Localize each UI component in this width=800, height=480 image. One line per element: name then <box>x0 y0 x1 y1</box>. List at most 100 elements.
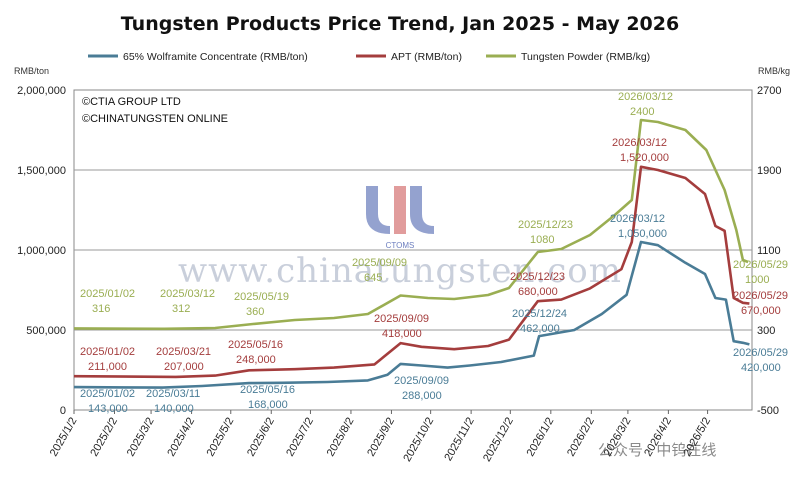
annotation-value: 1,520,000 <box>620 152 669 164</box>
annotation-date: 2025/03/11 <box>146 388 200 400</box>
annotation-value: 680,000 <box>518 286 558 298</box>
x-axis-ticks: 2025/1/2 2025/2/2 2025/3/2 2025/4/2 2025/5/2… <box>48 410 713 464</box>
annotation-date: 2025/01/02 <box>80 388 135 400</box>
annotation-label: 2025/05/16 248,000 <box>228 339 283 366</box>
annotation-date: 2025/05/16 <box>240 384 295 396</box>
annotation-value: 2400 <box>630 106 654 118</box>
annotation-value: 168,000 <box>248 399 288 411</box>
y-right-tick-label: -500 <box>757 405 779 417</box>
x-tick-label: 2025/12/2 <box>481 416 516 464</box>
left-axis-unit: RMB/ton <box>14 66 49 76</box>
annotation-label: 2025/01/02 143,000 <box>80 388 135 415</box>
x-tick-label: 2025/1/2 <box>48 416 80 459</box>
y-right-tick-label: 2700 <box>757 85 781 97</box>
annotation-value: 1,050,000 <box>618 228 667 240</box>
annotation-value: 288,000 <box>402 390 442 402</box>
annotation-label: 2025/09/09 645 <box>352 257 407 284</box>
annotation-value: 360 <box>246 306 264 318</box>
legend: 65% Wolframite Concentrate (RMB/ton) APT … <box>88 51 650 63</box>
logo-text: CTOMS <box>386 241 415 250</box>
watermark-url: www.chinatungsten.com <box>178 251 622 291</box>
annotation-value: 143,000 <box>88 403 128 415</box>
series-line-0 <box>73 240 750 389</box>
annotation-value: 1080 <box>530 234 554 246</box>
annotation-date: 2025/01/02 <box>80 346 135 358</box>
annotation-label: 2025/12/23 680,000 <box>510 271 565 298</box>
annotation-value: 670,000 <box>741 305 781 317</box>
annotation-value: 645 <box>364 272 382 284</box>
annotation-date: 2026/05/29 <box>733 347 788 359</box>
legend-item-1: APT (RMB/ton) <box>356 51 462 63</box>
annotation-label: 2026/05/29 420,000 <box>733 347 788 374</box>
chart-title: Tungsten Products Price Trend, Jan 2025 … <box>121 13 679 35</box>
annotation-label: 2025/05/16 168,000 <box>240 384 295 411</box>
annotation-label: 2026/03/12 1,520,000 <box>612 137 669 164</box>
legend-item-0: 65% Wolframite Concentrate (RMB/ton) <box>88 51 308 63</box>
y-right-tick-label: 300 <box>757 325 775 337</box>
x-tick-label: 2025/5/2 <box>205 416 237 459</box>
legend-label: APT (RMB/ton) <box>391 51 462 63</box>
annotation-date: 2025/12/23 <box>518 219 573 231</box>
x-tick-label: 2025/9/2 <box>365 416 397 459</box>
annotation-label: 2025/03/21 207,000 <box>156 346 211 373</box>
x-tick-label: 2025/6/2 <box>245 416 277 459</box>
annotation-label: 2025/09/09 288,000 <box>394 375 449 402</box>
y-right-tick-label: 1900 <box>757 165 781 177</box>
x-tick-label: 2026/2/2 <box>565 416 597 459</box>
annotation-date: 2025/01/02 <box>80 288 135 300</box>
annotation-label: 2026/03/12 1,050,000 <box>610 213 667 240</box>
annotation-date: 2026/05/29 <box>733 290 788 302</box>
annotation-date: 2026/03/12 <box>610 213 665 225</box>
y-left-tick-label: 2,000,000 <box>17 85 66 97</box>
ctoms-logo: CTOMS <box>366 186 434 250</box>
legend-item-2: Tungsten Powder (RMB/kg) <box>486 51 650 63</box>
annotation-date: 2025/03/12 <box>160 288 215 300</box>
x-tick-label: 2025/3/2 <box>125 416 157 459</box>
annotations: 2025/01/02 316 2025/03/12 312 2025/05/19 360 2… <box>80 91 788 415</box>
series-line-2 <box>73 118 749 331</box>
annotation-label: 2025/03/11 140,000 <box>146 388 200 415</box>
annotation-value: 1000 <box>745 274 769 286</box>
annotation-value: 211,000 <box>88 361 127 373</box>
annotation-date: 2026/03/12 <box>612 137 667 149</box>
x-tick-label: 2025/7/2 <box>284 416 316 459</box>
copyright-line-1: ©CTIA GROUP LTD <box>82 96 181 108</box>
annotation-label: 2025/12/24 462,000 <box>512 308 567 335</box>
annotation-date: 2026/05/29 <box>733 259 788 271</box>
x-tick-label: 2025/4/2 <box>165 416 197 459</box>
x-tick-label: 2025/11/2 <box>442 416 476 464</box>
right-axis-unit: RMB/kg <box>758 66 790 76</box>
annotation-date: 2025/05/16 <box>228 339 283 351</box>
annotation-date: 2025/09/09 <box>374 313 429 325</box>
y-left-tick-label: 1,000,000 <box>17 245 66 257</box>
annotation-label: 2025/12/23 1080 <box>518 219 573 246</box>
annotation-date: 2025/09/09 <box>352 257 407 269</box>
annotation-label: 2025/01/02 211,000 <box>80 346 135 373</box>
annotation-label: 2026/03/12 2400 <box>618 91 673 118</box>
x-tick-label: 2025/8/2 <box>325 416 357 459</box>
series-lines <box>73 118 750 389</box>
series-line-1 <box>73 165 750 379</box>
legend-label: Tungsten Powder (RMB/kg) <box>521 51 650 63</box>
annotation-value: 316 <box>92 303 110 315</box>
annotation-label: 2025/03/12 312 <box>160 288 215 315</box>
annotation-label: 2025/01/02 316 <box>80 288 135 315</box>
x-tick-label: 2025/2/2 <box>88 416 120 459</box>
y-left-tick-label: 1,500,000 <box>17 165 66 177</box>
annotation-date: 2025/12/23 <box>510 271 565 283</box>
annotation-value: 462,000 <box>520 323 560 335</box>
annotation-date: 2025/03/21 <box>156 346 211 358</box>
y-left-tick-label: 0 <box>60 405 66 417</box>
annotation-date: 2025/12/24 <box>512 308 567 320</box>
left-axis-ticks: 0 500,000 1,000,000 1,500,000 2,000,000 <box>17 85 66 417</box>
annotation-value: 207,000 <box>164 361 204 373</box>
annotation-value: 312 <box>172 303 190 315</box>
annotation-date: 2025/09/09 <box>394 375 449 387</box>
annotation-date: 2026/03/12 <box>618 91 673 103</box>
y-left-tick-label: 500,000 <box>26 325 66 337</box>
annotation-date: 2025/05/19 <box>234 291 289 303</box>
annotation-value: 420,000 <box>741 362 781 374</box>
annotation-value: 248,000 <box>236 354 276 366</box>
